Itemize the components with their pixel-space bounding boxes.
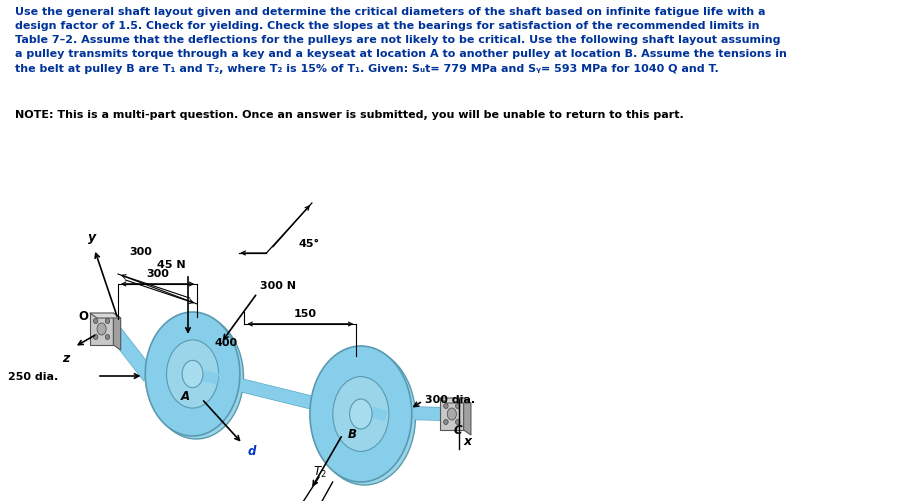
Text: y: y [88, 230, 96, 243]
Ellipse shape [145, 313, 240, 436]
Text: 45°: 45° [298, 238, 320, 248]
Circle shape [105, 319, 110, 324]
Text: x: x [464, 434, 472, 447]
Circle shape [94, 335, 98, 340]
Polygon shape [90, 313, 121, 318]
Ellipse shape [350, 399, 372, 429]
Text: O: O [79, 309, 89, 322]
Text: 300 dia.: 300 dia. [426, 394, 476, 404]
Ellipse shape [97, 323, 106, 335]
Text: z: z [63, 351, 70, 364]
Polygon shape [114, 313, 121, 350]
Text: A: A [181, 390, 190, 403]
Polygon shape [464, 398, 471, 435]
Text: NOTE: This is a multi-part question. Once an answer is submitted, you will be un: NOTE: This is a multi-part question. Onc… [15, 110, 684, 120]
Bar [440, 398, 464, 430]
Text: 400: 400 [214, 338, 237, 348]
Text: 300: 300 [129, 246, 153, 257]
Ellipse shape [313, 349, 416, 485]
Ellipse shape [149, 315, 243, 439]
Text: 250 dia.: 250 dia. [7, 371, 58, 381]
Circle shape [456, 404, 460, 409]
Ellipse shape [448, 408, 457, 420]
Ellipse shape [333, 377, 389, 451]
Circle shape [444, 404, 449, 409]
Text: C: C [454, 423, 462, 436]
Text: 45 N: 45 N [157, 260, 185, 270]
Text: Use the general shaft layout given and determine the critical diameters of the s: Use the general shaft layout given and d… [15, 7, 787, 74]
Text: 300 N: 300 N [260, 281, 296, 291]
Circle shape [456, 420, 460, 425]
Ellipse shape [310, 346, 412, 482]
Circle shape [94, 319, 98, 324]
Ellipse shape [166, 340, 219, 408]
Text: B: B [347, 428, 356, 440]
Circle shape [444, 420, 449, 425]
Text: $T_2$: $T_2$ [313, 464, 327, 479]
Ellipse shape [183, 361, 203, 388]
Text: 300: 300 [146, 269, 169, 279]
Text: d: d [248, 444, 256, 457]
Bar [90, 313, 114, 345]
Circle shape [105, 335, 110, 340]
Text: 150: 150 [293, 309, 316, 318]
Polygon shape [440, 398, 471, 403]
